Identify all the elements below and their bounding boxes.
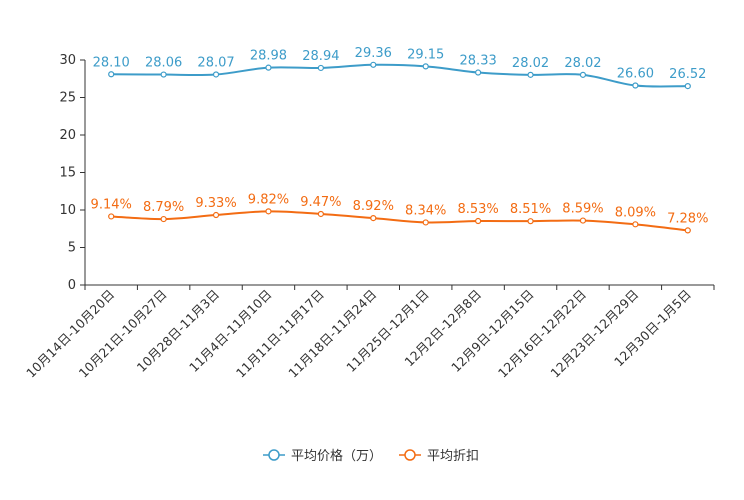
x-tick-label: 11月11日-11月17日 bbox=[233, 287, 327, 381]
legend-label-1: 平均折扣 bbox=[427, 449, 479, 464]
data-point bbox=[632, 221, 639, 228]
data-point bbox=[108, 71, 115, 78]
y-tick-label: 25 bbox=[59, 91, 76, 106]
data-label: 8.34% bbox=[405, 203, 446, 218]
data-point bbox=[684, 227, 691, 234]
data-point bbox=[212, 211, 220, 219]
x-tick-label: 10月14日-10月20日 bbox=[23, 287, 117, 381]
legend-marker-1 bbox=[404, 449, 416, 461]
data-point bbox=[527, 218, 534, 225]
y-tick-label: 15 bbox=[59, 166, 76, 181]
y-tick-label: 20 bbox=[59, 128, 76, 143]
data-label: 29.36 bbox=[355, 46, 392, 61]
data-label: 9.82% bbox=[248, 192, 289, 207]
legend-label-0: 平均价格（万） bbox=[291, 448, 382, 464]
data-label: 9.33% bbox=[195, 196, 236, 211]
data-label: 26.60 bbox=[617, 67, 654, 82]
data-point bbox=[579, 71, 587, 78]
legend-marker-0 bbox=[268, 449, 280, 461]
x-tick-label: 11月18日-11月24日 bbox=[285, 287, 379, 381]
y-tick-label: 30 bbox=[59, 53, 76, 68]
data-point bbox=[684, 82, 691, 90]
data-point bbox=[579, 217, 587, 224]
data-point bbox=[265, 64, 272, 71]
x-tick-label: 12月16日-12月22日 bbox=[495, 287, 589, 381]
data-point bbox=[527, 71, 534, 78]
data-label: 8.53% bbox=[457, 202, 498, 217]
data-label: 28.33 bbox=[460, 54, 497, 69]
data-label: 8.51% bbox=[510, 202, 551, 217]
data-label: 8.92% bbox=[353, 199, 394, 214]
data-label: 26.52 bbox=[669, 67, 706, 82]
data-label: 28.02 bbox=[512, 56, 549, 71]
data-point bbox=[422, 219, 429, 226]
y-tick-label: 10 bbox=[59, 203, 76, 218]
data-point bbox=[475, 217, 482, 225]
data-label: 28.94 bbox=[302, 49, 339, 64]
series-line-1 bbox=[111, 210, 688, 232]
data-point bbox=[422, 63, 429, 70]
x-tick-label: 12月23日-12月29日 bbox=[547, 287, 641, 381]
data-point bbox=[370, 215, 377, 222]
data-label: 28.02 bbox=[564, 56, 601, 71]
data-point bbox=[160, 215, 167, 223]
data-label: 9.47% bbox=[300, 195, 341, 210]
data-label: 8.79% bbox=[143, 200, 184, 215]
series-line-0 bbox=[111, 63, 688, 88]
data-label: 7.28% bbox=[667, 211, 708, 226]
data-label: 8.59% bbox=[562, 202, 603, 217]
data-label: 29.15 bbox=[407, 47, 444, 62]
data-label: 28.06 bbox=[145, 56, 182, 71]
data-point bbox=[475, 69, 482, 76]
data-point bbox=[317, 64, 324, 72]
data-point bbox=[212, 71, 220, 78]
data-point bbox=[370, 61, 377, 68]
data-label: 8.09% bbox=[615, 205, 656, 220]
data-point bbox=[632, 82, 639, 89]
data-point bbox=[317, 210, 324, 218]
data-point bbox=[265, 208, 272, 215]
data-label: 28.98 bbox=[250, 49, 287, 64]
data-label: 28.10 bbox=[93, 55, 130, 70]
y-tick-label: 0 bbox=[68, 278, 76, 293]
data-label: 28.07 bbox=[197, 55, 234, 70]
data-point bbox=[108, 213, 115, 220]
y-tick-label: 5 bbox=[68, 241, 76, 256]
data-point bbox=[160, 71, 167, 78]
data-label: 9.14% bbox=[91, 197, 132, 212]
x-tick-label: 10月21日-10月27日 bbox=[76, 287, 170, 381]
